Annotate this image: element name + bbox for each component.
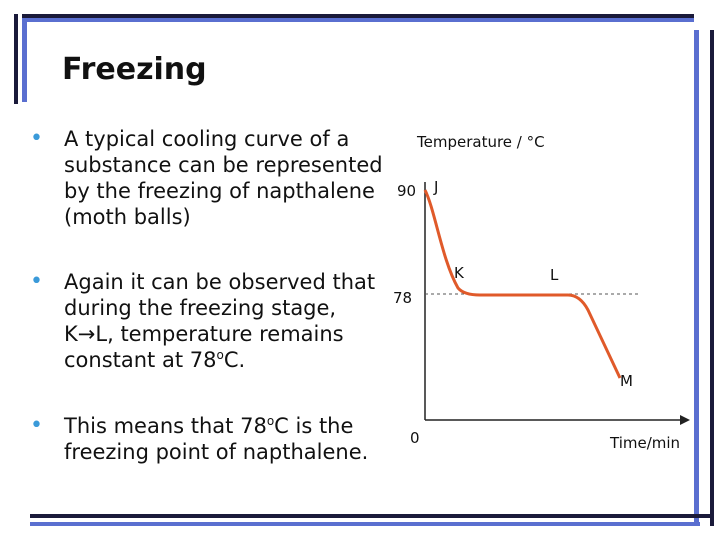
x-axis-arrowhead (680, 415, 690, 425)
bottom-bar-dark (30, 514, 400, 518)
bullet-text-line2: , temperature remains constant at 78 (64, 322, 344, 372)
degree-symbol: o (216, 348, 224, 362)
bullet-to: L (95, 322, 108, 346)
point-label-m: M (620, 372, 633, 390)
right-bar-dark (710, 30, 714, 526)
bullet-text: A typical cooling curve of a substance c… (64, 127, 383, 229)
bullet-unit: C. (223, 348, 246, 372)
bullet-dot: • (30, 269, 43, 294)
bullet-item: • A typical cooling curve of a substance… (30, 126, 390, 230)
cooling-curve-chart: Temperature / °C 90 78 0 Time/min J K L … (393, 133, 690, 452)
point-label-k: K (454, 264, 465, 282)
y-tick-label: 90 (397, 182, 416, 200)
bullet-dot: • (30, 126, 43, 151)
bullet-dot: • (30, 413, 43, 438)
x-axis-label: Time/min (609, 434, 680, 452)
bottom-bar-blue-right (400, 522, 700, 526)
top-bar-blue (22, 18, 694, 22)
y-axis-label: Temperature / °C (416, 133, 545, 151)
cooling-curve (423, 189, 622, 379)
left-bar-dark (14, 14, 18, 104)
bullet-from: K (64, 322, 78, 346)
degree-symbol: o (266, 414, 275, 428)
bullet-item: • Again it can be observed that during t… (30, 269, 390, 373)
point-label-l: L (550, 266, 559, 284)
bullet-list: • A typical cooling curve of a substance… (30, 126, 390, 465)
arrow-icon: → (77, 322, 96, 346)
bottom-bar-dark-right (400, 514, 710, 518)
bullet-text-post: C is the freezing point of napthalene. (64, 414, 369, 464)
bullet-item: • This means that 78oC is the freezing p… (30, 413, 390, 465)
bullet-text-line1: Again it can be observed that during the… (64, 270, 376, 320)
origin-label: 0 (410, 429, 420, 447)
slide-title: Freezing (62, 52, 207, 87)
bottom-bar-blue (30, 522, 400, 526)
right-bar-blue (694, 30, 699, 526)
point-label-j: J (433, 178, 438, 196)
y-tick-label: 78 (393, 289, 412, 307)
bullet-text-pre: This means that 78 (64, 414, 267, 438)
top-bar-dark (22, 14, 694, 18)
left-bar-blue (22, 22, 27, 102)
